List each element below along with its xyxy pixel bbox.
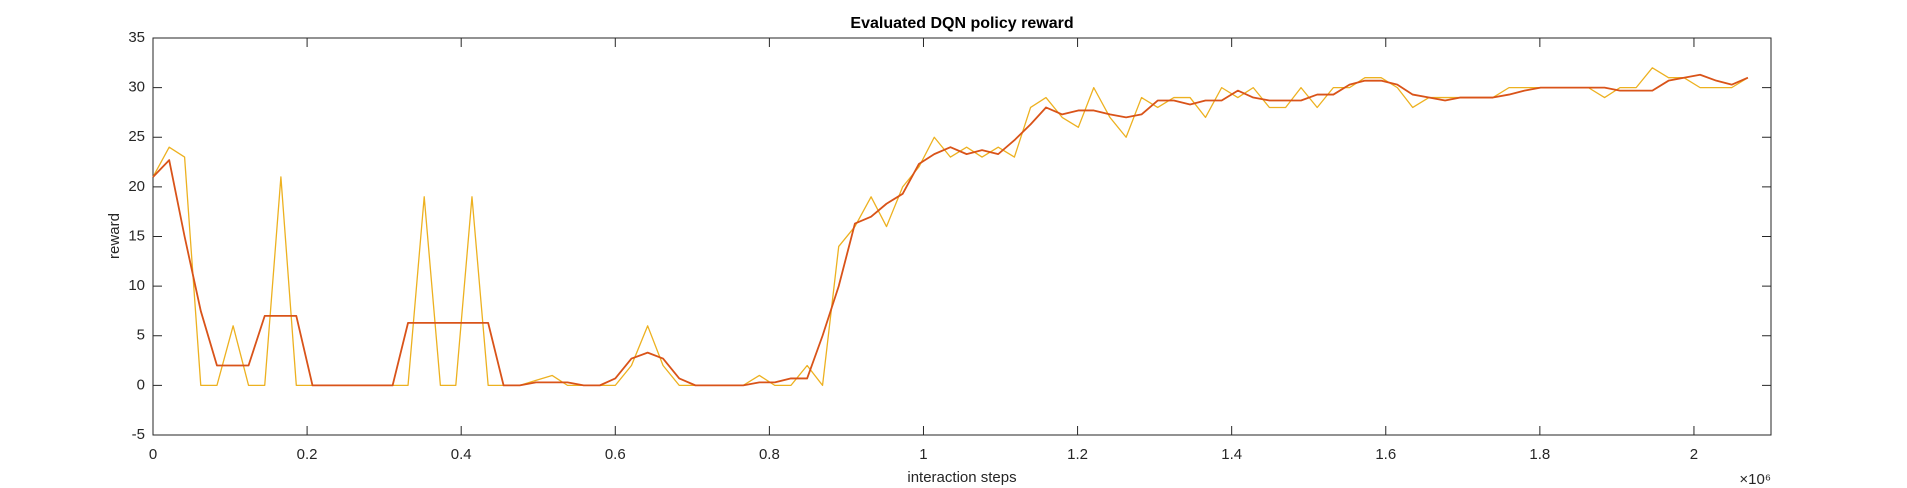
plot-area	[152, 37, 1772, 436]
y-tick-label: 10	[128, 277, 145, 294]
y-tick-label: 30	[128, 79, 145, 96]
y-axis-label: reward	[106, 213, 123, 259]
x-tick-label: 0	[149, 446, 157, 463]
y-tick-label: 15	[128, 227, 145, 244]
x-tick-label: 0.8	[759, 446, 780, 463]
x-tick-label: 0.2	[297, 446, 318, 463]
x-tick-label: 1	[919, 446, 927, 463]
y-tick-label: 25	[128, 128, 145, 145]
y-tick-label: 20	[128, 178, 145, 195]
x-axis-label: interaction steps	[907, 469, 1016, 486]
series-line	[152, 73, 1749, 387]
y-tick-label: 5	[137, 327, 145, 344]
y-tick-label: 35	[128, 29, 145, 46]
x-tick-label: 1.2	[1067, 446, 1088, 463]
y-tick-label: -5	[132, 426, 145, 443]
y-tick-label: 0	[137, 376, 145, 393]
x-tick-label: 1.4	[1221, 446, 1242, 463]
x-tick-label: 0.6	[605, 446, 626, 463]
x-tick-label: 2	[1690, 446, 1698, 463]
x-tick-label: 0.4	[451, 446, 472, 463]
x-tick-label: 1.6	[1375, 446, 1396, 463]
x-tick-label: 1.8	[1529, 446, 1550, 463]
x-exponent: ×10⁶	[1739, 471, 1771, 488]
chart-title: Evaluated DQN policy reward	[850, 15, 1073, 32]
